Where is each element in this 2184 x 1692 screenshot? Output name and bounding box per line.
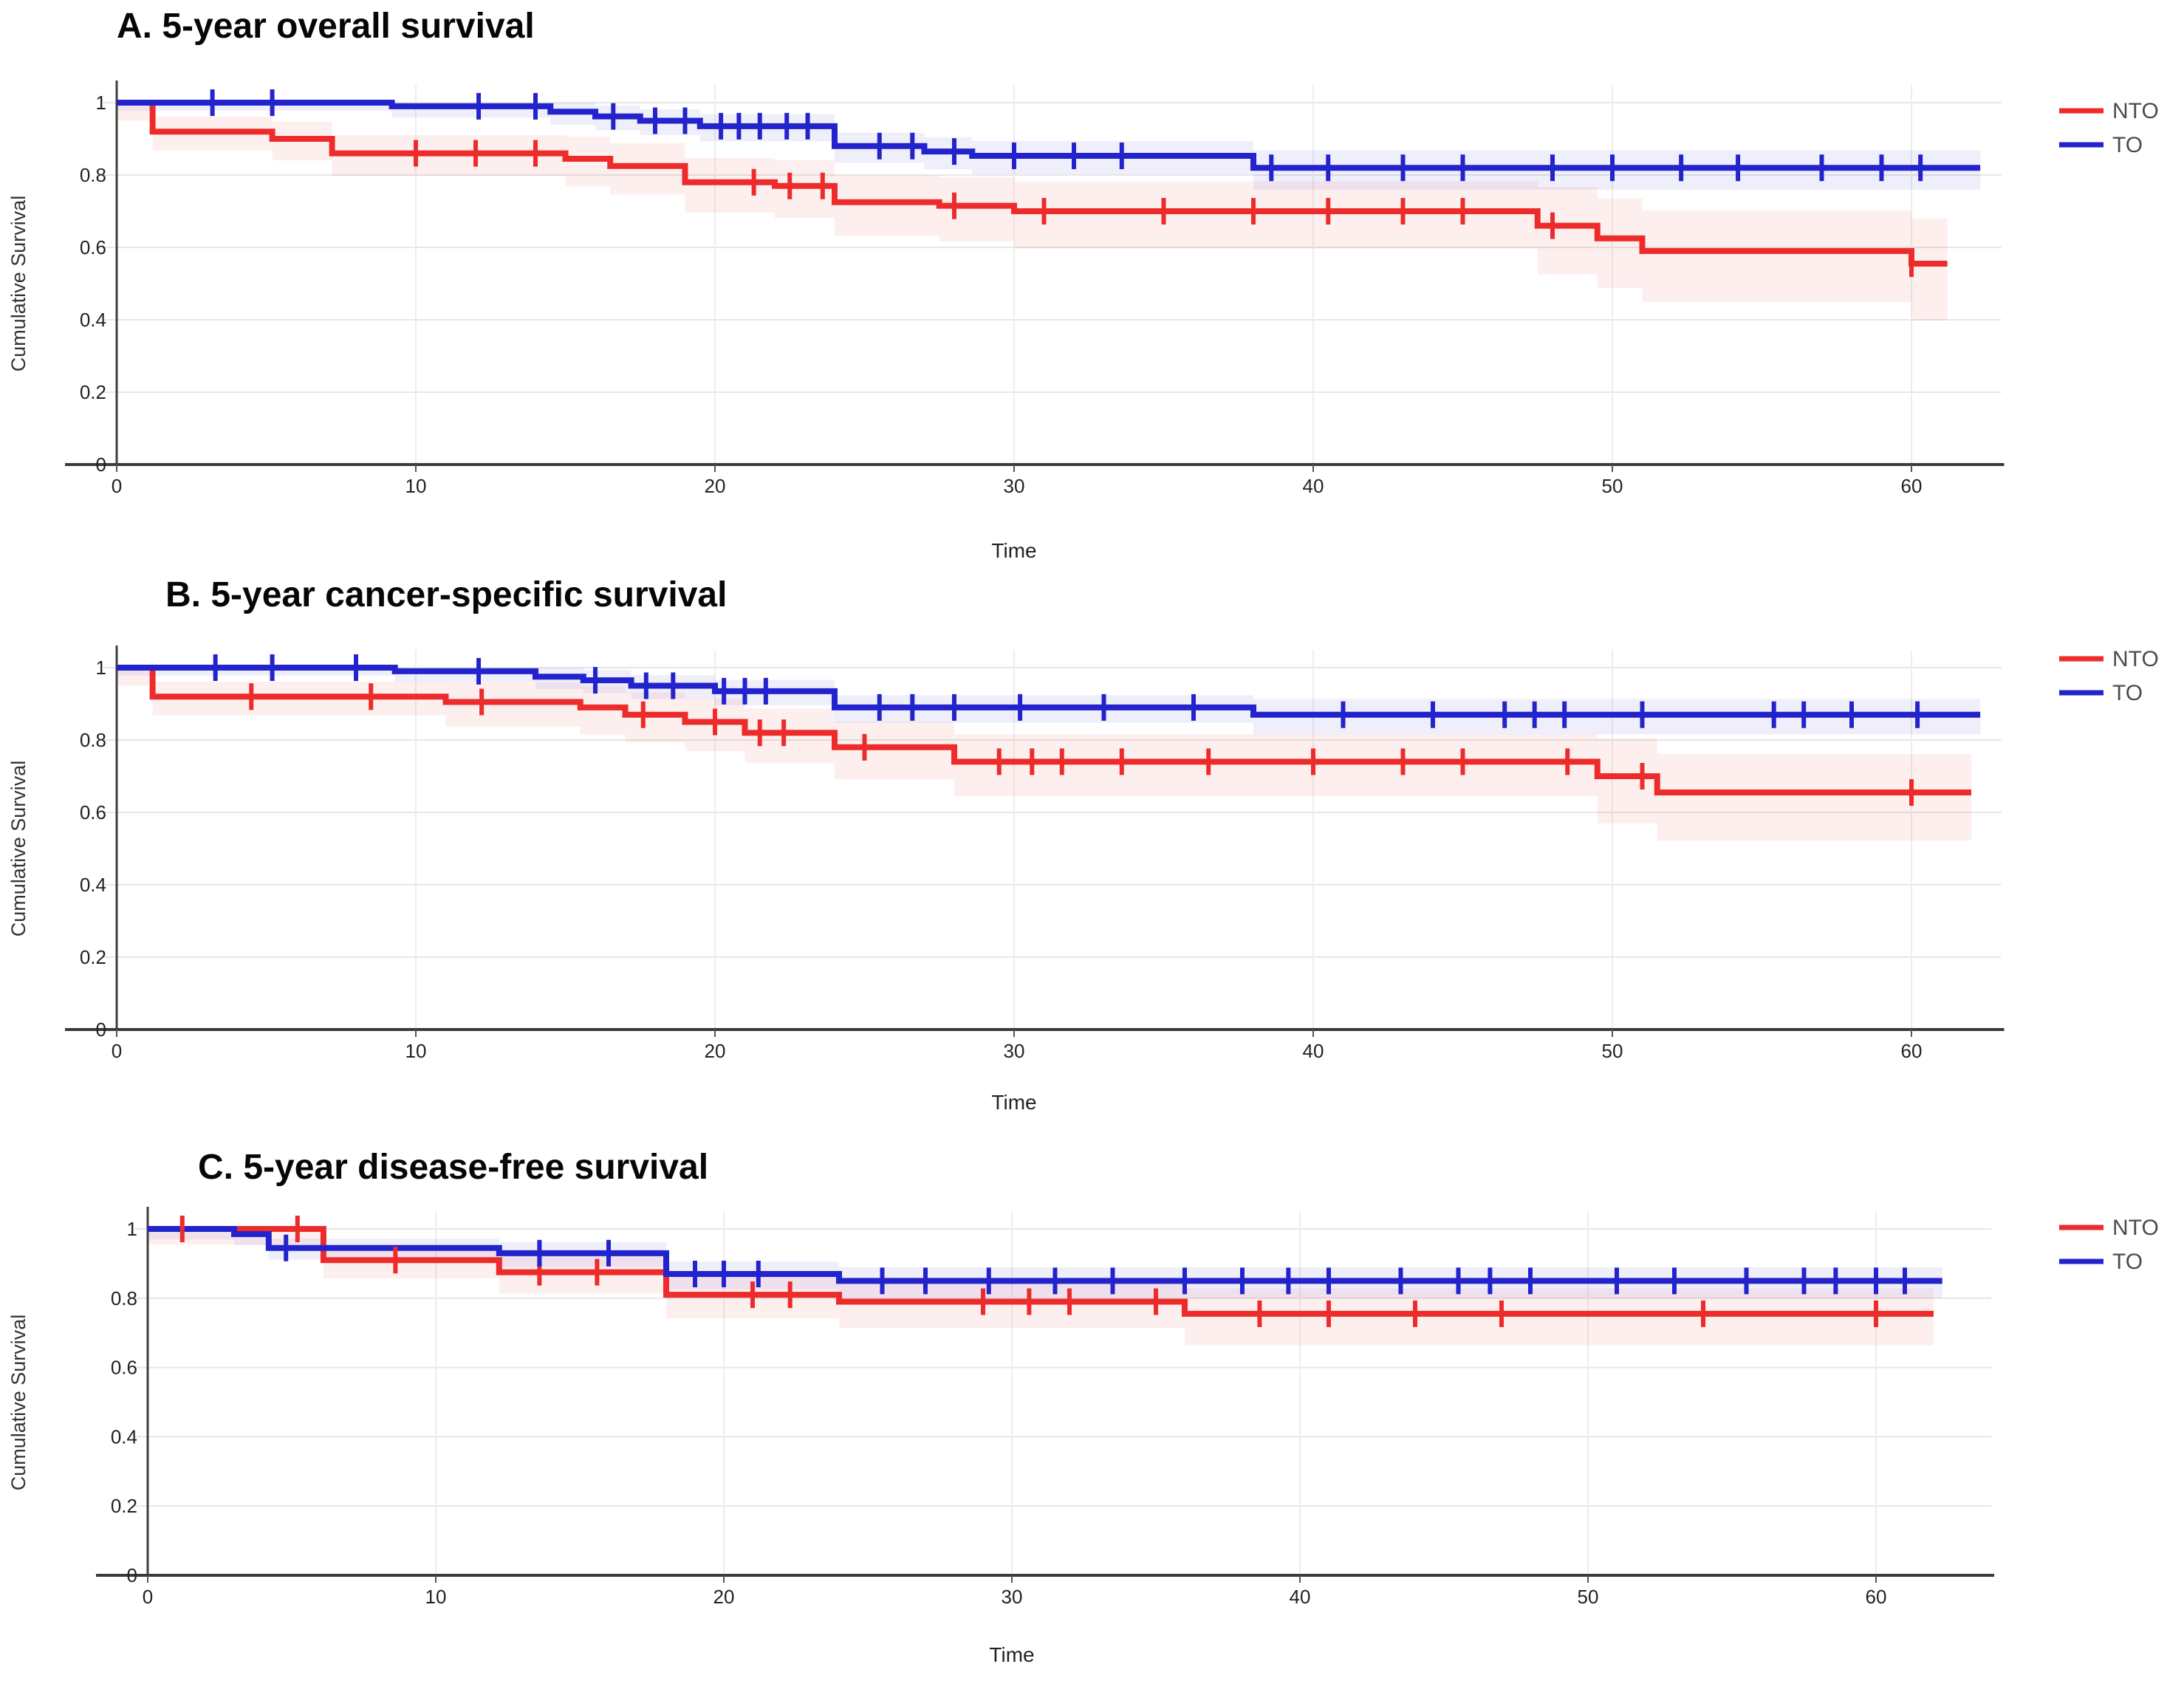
panel-disease-free-survival: 0 10 20 30 40 50 60 0 0.2 0.4 0.6 0.8 1 Time Cumulativ… (0, 1141, 2184, 1692)
y-tick-label: 1 (96, 657, 106, 679)
y-tick-label: 1 (127, 1218, 137, 1240)
y-tick-label: 0.6 (111, 1357, 137, 1379)
x-tick-label: 30 (1004, 1040, 1025, 1062)
x-tick-label: 0 (143, 1586, 153, 1608)
panel-title-cancer-specific-survival: B. 5-year cancer-specific survival (165, 575, 728, 614)
y-tick-label: 0.8 (80, 164, 106, 186)
y-tick-label: 0.6 (80, 236, 106, 258)
to-survival-curve (117, 100, 1981, 171)
y-tick-label: 0 (96, 453, 106, 476)
x-tick-label: 40 (1303, 1040, 1324, 1062)
x-tick-label: 40 (1303, 475, 1324, 497)
y-tick-label: 0.8 (111, 1287, 137, 1309)
x-axis-title: Time (991, 539, 1036, 562)
legend-label-nto: NTO (2112, 647, 2159, 671)
x-tick-label: 20 (705, 475, 726, 497)
y-tick-label: 0.4 (80, 874, 106, 896)
km-chart-overall-survival: 0 10 20 30 40 50 60 0 0.2 0.4 0.6 0.8 1 Time Cumulativ… (7, 81, 2159, 562)
legend-label-to: TO (2112, 681, 2143, 705)
x-axis-title: Time (991, 1091, 1036, 1114)
x-axis-title: Time (989, 1643, 1034, 1666)
y-tick-label: 1 (96, 92, 106, 114)
x-tick-label: 50 (1602, 1040, 1623, 1062)
y-tick-label: 0.4 (80, 309, 106, 331)
nto-survival-curve (117, 100, 1948, 267)
km-chart-cancer-specific-survival: 0 10 20 30 40 50 60 0 0.2 0.4 0.6 0.8 1 Time Cumulativ… (7, 645, 2159, 1114)
x-tick-label: 40 (1290, 1586, 1311, 1608)
nto-confidence-band (117, 668, 1971, 841)
nto-survival-curve (148, 1226, 1934, 1317)
x-tick-label: 50 (1602, 475, 1623, 497)
x-tick-label: 10 (405, 1040, 427, 1062)
to-survival-curve (148, 1226, 1942, 1284)
x-tick-label: 10 (405, 475, 427, 497)
panel-overall-survival: 0 10 20 30 40 50 60 0 0.2 0.4 0.6 0.8 1 Time Cumulativ… (0, 0, 2184, 569)
to-survival-curve (117, 665, 1981, 718)
y-axis-title: Cumulative Survival (7, 761, 30, 937)
panel-title-overall-survival: A. 5-year overall survival (117, 7, 535, 46)
y-tick-label: 0.6 (80, 801, 106, 823)
legend-label-nto: NTO (2112, 1216, 2159, 1240)
x-tick-label: 0 (112, 1040, 122, 1062)
x-tick-label: 60 (1901, 475, 1923, 497)
x-tick-label: 30 (1004, 475, 1025, 497)
km-chart-disease-free-survival: 0 10 20 30 40 50 60 0 0.2 0.4 0.6 0.8 1 Time Cumulativ… (7, 1207, 2159, 1666)
y-tick-label: 0 (127, 1564, 137, 1586)
legend-label-to: TO (2112, 133, 2143, 157)
x-tick-label: 10 (425, 1586, 447, 1608)
y-axis-title: Cumulative Survival (7, 1315, 30, 1491)
x-tick-label: 20 (705, 1040, 726, 1062)
legend-label-nto: NTO (2112, 99, 2159, 123)
panel-cancer-specific-survival: 0 10 20 30 40 50 60 0 0.2 0.4 0.6 0.8 1 Time Cumulativ… (0, 569, 2184, 1141)
y-tick-label: 0.4 (111, 1425, 137, 1448)
y-tick-label: 0.2 (111, 1495, 137, 1517)
y-tick-label: 0.2 (80, 381, 106, 403)
y-tick-label: 0 (96, 1018, 106, 1041)
to-confidence-band (117, 668, 1981, 735)
x-tick-label: 0 (112, 475, 122, 497)
y-axis-title: Cumulative Survival (7, 196, 30, 372)
x-tick-label: 60 (1866, 1586, 1887, 1608)
x-tick-label: 20 (713, 1586, 735, 1608)
legend-label-to: TO (2112, 1250, 2143, 1274)
x-tick-label: 60 (1901, 1040, 1923, 1062)
panel-title-disease-free-survival: C. 5-year disease-free survival (198, 1148, 709, 1187)
x-tick-label: 30 (1002, 1586, 1023, 1608)
y-tick-label: 0.8 (80, 729, 106, 751)
y-tick-label: 0.2 (80, 946, 106, 968)
x-tick-label: 50 (1578, 1586, 1599, 1608)
